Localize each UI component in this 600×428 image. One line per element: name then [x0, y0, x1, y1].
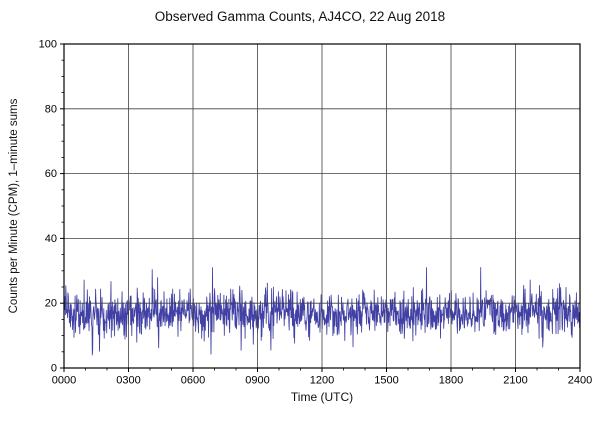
- y-tick-label: 60: [45, 168, 57, 180]
- x-tick-label: 2400: [568, 375, 592, 387]
- x-tick-label: 0000: [52, 375, 76, 387]
- x-tick-label: 1500: [374, 375, 398, 387]
- y-tick-label: 80: [45, 103, 57, 115]
- y-tick-label: 0: [51, 363, 57, 375]
- x-tick-label: 0300: [116, 375, 140, 387]
- x-tick-label: 0900: [245, 375, 269, 387]
- y-tick-label: 20: [45, 298, 57, 310]
- x-tick-label: 0600: [181, 375, 205, 387]
- x-tick-label: 2100: [503, 375, 527, 387]
- y-tick-label: 100: [39, 39, 57, 51]
- chart-title: Observed Gamma Counts, AJ4CO, 22 Aug 201…: [154, 9, 446, 24]
- x-axis-title: Time (UTC): [290, 390, 354, 404]
- x-tick-label: 1800: [439, 375, 463, 387]
- x-tick-label: 1200: [310, 375, 334, 387]
- y-tick-label: 40: [45, 233, 57, 245]
